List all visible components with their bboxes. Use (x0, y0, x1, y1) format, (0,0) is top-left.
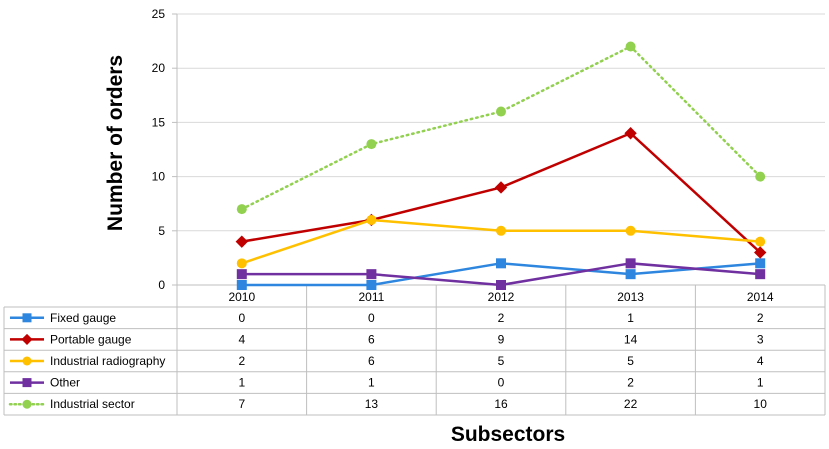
table-value: 2 (498, 311, 505, 325)
data-point (496, 258, 506, 269)
x-category-label: 2014 (747, 290, 774, 304)
table-value: 16 (494, 397, 508, 411)
legend-label: Portable gauge (50, 332, 132, 346)
table-value: 1 (757, 376, 764, 390)
table-value: 13 (365, 397, 379, 411)
table-value: 3 (757, 332, 764, 346)
table-value: 0 (238, 311, 245, 325)
y-tick-label: 20 (152, 61, 166, 75)
data-point (755, 269, 766, 280)
table-value: 1 (238, 376, 245, 390)
data-point (236, 269, 247, 280)
y-tick-label: 5 (158, 224, 165, 238)
data-point (624, 127, 637, 140)
y-tick-label: 25 (152, 7, 166, 21)
table-value: 0 (498, 376, 505, 390)
data-point (236, 258, 247, 269)
table-value: 2 (757, 311, 764, 325)
data-point (366, 280, 377, 290)
legend-label: Other (50, 376, 80, 390)
data-point (496, 225, 506, 236)
table-value: 5 (627, 354, 634, 368)
data-point (236, 280, 247, 290)
x-category-label: 2013 (617, 290, 644, 304)
legend-key-marker (21, 333, 33, 345)
x-category-label: 2010 (228, 290, 255, 304)
data-point (754, 246, 767, 259)
x-category-label: 2012 (488, 290, 515, 304)
y-tick-label: 0 (158, 278, 165, 292)
legend-key-marker (22, 356, 32, 366)
data-point (236, 204, 247, 215)
data-point (625, 269, 636, 280)
y-tick-label: 15 (152, 115, 166, 129)
y-tick-label: 10 (152, 170, 166, 184)
table-value: 1 (368, 376, 375, 390)
legend-label: Industrial sector (50, 397, 135, 411)
data-point (625, 258, 636, 269)
legend-key-marker (22, 313, 32, 323)
data-point (755, 258, 766, 269)
data-point (496, 280, 506, 290)
y-axis-title: Number of orders (104, 55, 127, 231)
table-value: 9 (498, 332, 505, 346)
table-value: 7 (238, 397, 245, 411)
table-value: 2 (238, 354, 245, 368)
x-axis-title: Subsectors (451, 423, 565, 446)
table-value: 6 (368, 332, 375, 346)
legend-key-marker (22, 378, 32, 388)
table-value: 22 (624, 397, 638, 411)
legend-label: Fixed gauge (50, 311, 116, 325)
table-value: 4 (238, 332, 245, 346)
data-point (235, 235, 248, 248)
data-point (366, 214, 377, 225)
legend-label: Industrial radiography (50, 354, 165, 368)
data-point (755, 171, 766, 182)
table-value: 1 (627, 311, 634, 325)
data-point (366, 139, 377, 150)
data-point (755, 236, 766, 247)
y-axis-ticks: 0 5 10 15 20 25 (152, 7, 166, 292)
data-point (625, 41, 636, 52)
data-point (496, 106, 506, 117)
table-value: 10 (754, 397, 768, 411)
data-point (625, 225, 636, 236)
table-value: 4 (757, 354, 764, 368)
gridlines (172, 13, 825, 286)
table-value: 0 (368, 311, 375, 325)
table-value: 14 (624, 332, 638, 346)
table-value: 6 (368, 354, 375, 368)
table-value: 2 (627, 376, 634, 390)
table-value: 5 (498, 354, 505, 368)
data-point (366, 269, 377, 280)
data-point (494, 181, 508, 194)
series-lines (235, 41, 767, 290)
series-line (240, 45, 762, 211)
x-category-label: 2011 (358, 290, 384, 304)
legend-key-marker (22, 399, 32, 409)
